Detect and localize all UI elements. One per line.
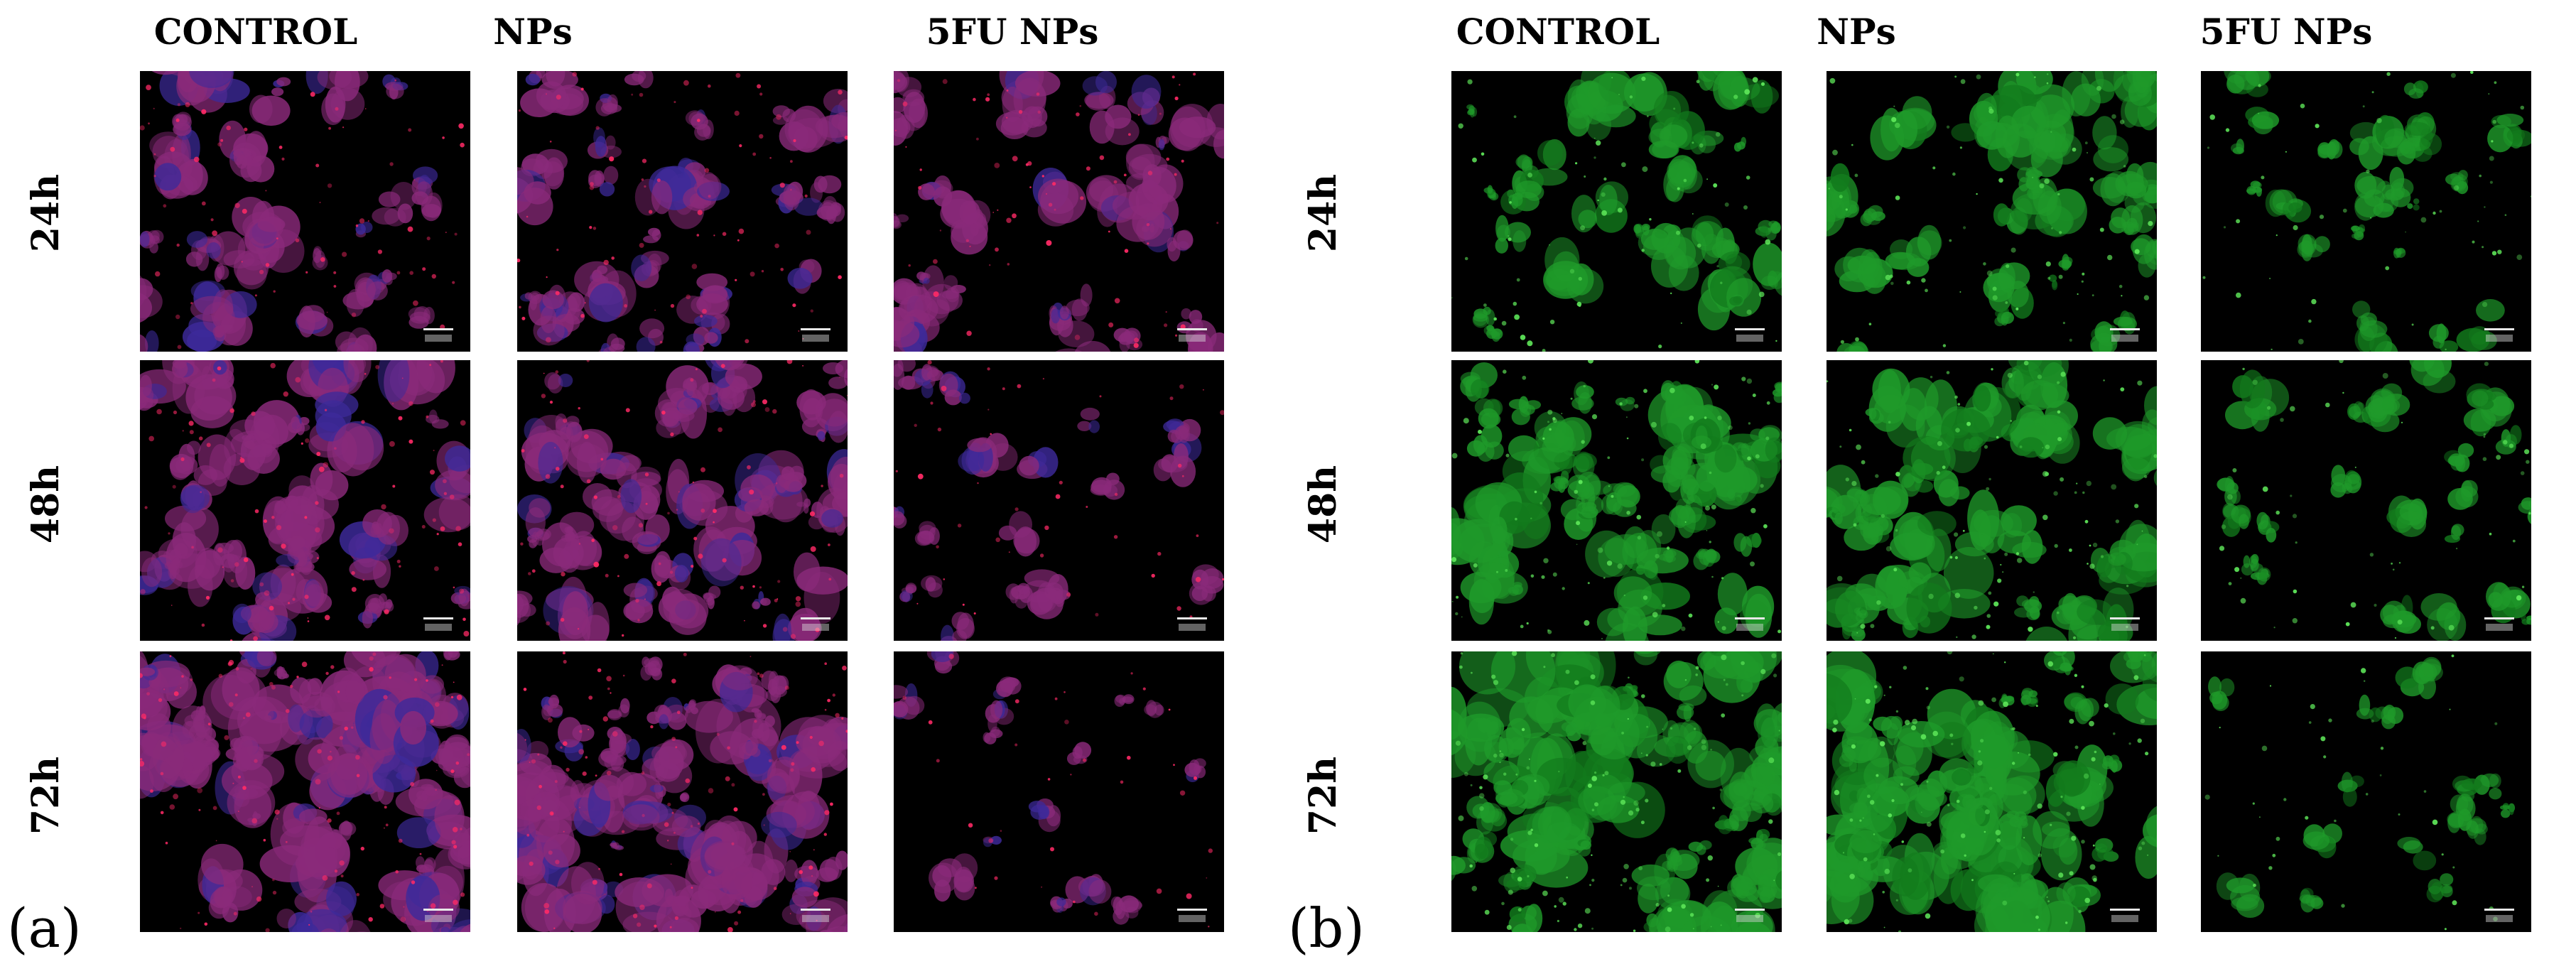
micrograph-tile bbox=[894, 71, 1224, 352]
micrograph-tile bbox=[1451, 71, 1782, 352]
micrograph-tile bbox=[140, 360, 470, 641]
micrograph-tile bbox=[1451, 360, 1782, 641]
panel-label: (a) bbox=[7, 897, 82, 960]
micrograph-tile bbox=[894, 651, 1224, 932]
panel-label: (b) bbox=[1288, 897, 1365, 960]
micrograph-tile bbox=[2201, 71, 2531, 352]
column-header-5fu-nps: 5FU NPs bbox=[2199, 11, 2373, 53]
micrograph-tile bbox=[140, 71, 470, 352]
column-header-control: CONTROL bbox=[1456, 11, 1660, 53]
row-label-48h: 48h bbox=[24, 465, 67, 544]
micrograph-tile bbox=[517, 71, 848, 352]
micrograph-tile bbox=[2201, 651, 2531, 932]
micrograph-tile bbox=[894, 360, 1224, 641]
micrograph-tile bbox=[140, 651, 470, 932]
column-header-nps: NPs bbox=[493, 11, 573, 53]
row-label-72h: 72h bbox=[1301, 756, 1345, 835]
column-header-nps: NPs bbox=[1817, 11, 1896, 53]
row-label-48h: 48h bbox=[1301, 465, 1345, 544]
column-header-5fu-nps: 5FU NPs bbox=[926, 11, 1099, 53]
micrograph-tile bbox=[517, 360, 848, 641]
micrograph-tile bbox=[1827, 360, 2157, 641]
micrograph-tile bbox=[1827, 651, 2157, 932]
micrograph-tile bbox=[2201, 360, 2531, 641]
row-label-72h: 72h bbox=[24, 756, 67, 835]
panel-a: CONTROL NPs 5FU NPs 24h 48h 72h (a) bbox=[7, 11, 1224, 960]
micrograph-tile bbox=[517, 651, 848, 932]
row-label-24h: 24h bbox=[24, 173, 67, 253]
row-label-24h: 24h bbox=[1301, 173, 1345, 253]
micrograph-tile bbox=[1827, 71, 2157, 352]
micrograph-tile bbox=[1451, 651, 1782, 932]
panel-b: CONTROL NPs 5FU NPs 24h 48h 72h (b) bbox=[1288, 0, 2576, 964]
column-header-control: CONTROL bbox=[153, 11, 358, 53]
